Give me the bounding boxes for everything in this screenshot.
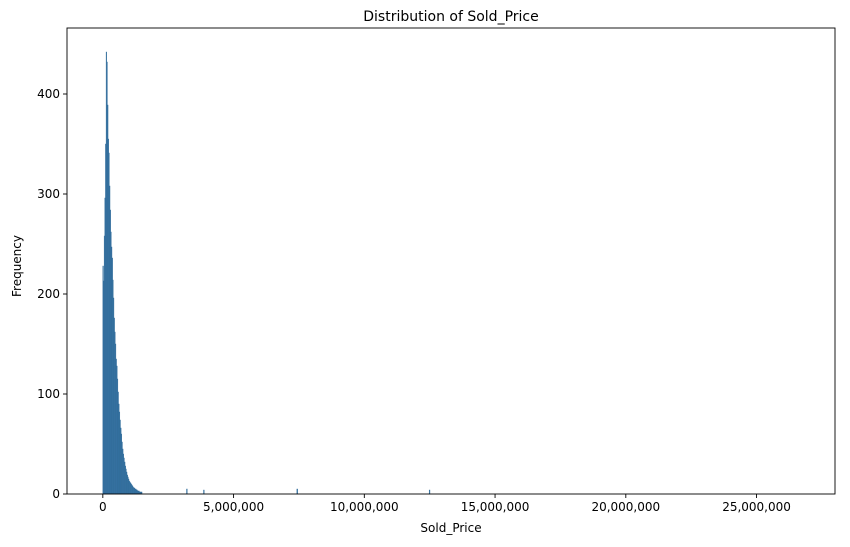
y-axis-label: Frequency	[10, 235, 24, 297]
y-tick-label: 100	[37, 387, 60, 401]
y-axis-ticks: 0 100 200 300 400	[37, 87, 67, 501]
x-axis-ticks: 0 5,000,000 10,000,000 15,000,000 20,000,000…	[99, 494, 791, 514]
x-axis-label: Sold_Price	[420, 521, 481, 535]
x-tick-label: 0	[99, 500, 107, 514]
histogram-bar-outlier	[203, 489, 205, 495]
histogram-bar-outlier	[428, 489, 431, 495]
x-tick-label: 10,000,000	[330, 500, 399, 514]
x-tick-label: 5,000,000	[203, 500, 264, 514]
bars-group	[102, 51, 431, 495]
y-tick-label: 400	[37, 87, 60, 101]
y-tick-label: 300	[37, 187, 60, 201]
plot-frame	[66, 27, 836, 495]
y-tick-label: 200	[37, 287, 60, 301]
x-tick-label: 25,000,000	[722, 500, 791, 514]
histogram-bar-outlier	[186, 488, 188, 495]
chart-title: Distribution of Sold_Price	[363, 9, 538, 25]
x-tick-label: 20,000,000	[591, 500, 660, 514]
x-tick-label: 15,000,000	[461, 500, 530, 514]
y-tick-label: 0	[52, 487, 60, 501]
histogram-bar-outlier	[296, 488, 298, 495]
